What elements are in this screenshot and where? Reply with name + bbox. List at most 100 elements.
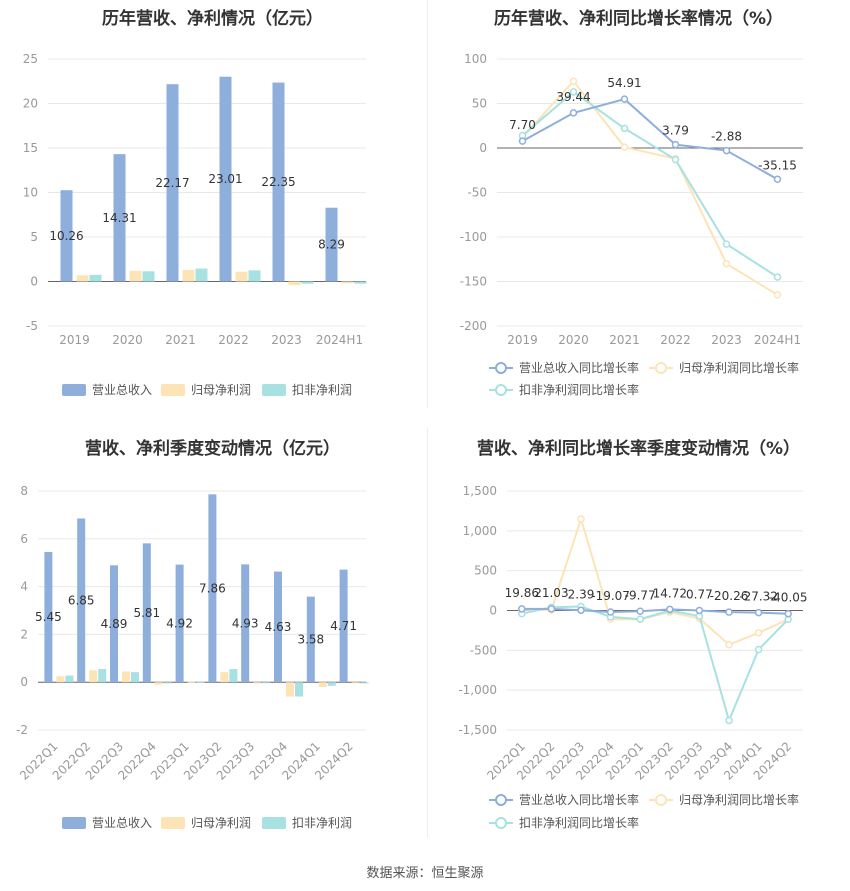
bar-data-label: 22.17 (155, 176, 189, 190)
y-tick-label: -500 (470, 643, 497, 657)
bar (295, 682, 303, 697)
x-tick-label: 2020 (558, 333, 589, 347)
bar (253, 682, 262, 684)
series-point (773, 291, 782, 299)
legend-label: 归母净利润同比增长率 (679, 792, 799, 807)
bar (208, 494, 217, 683)
bar (98, 669, 107, 683)
series-point (636, 615, 644, 624)
bar (360, 682, 369, 684)
bar (110, 565, 118, 683)
x-tick-label: 2022 (218, 333, 249, 347)
series-point (725, 608, 733, 616)
bar (77, 518, 86, 683)
legend-swatch (62, 817, 86, 829)
bar (354, 281, 367, 284)
series-point (695, 606, 704, 615)
bar (129, 270, 142, 282)
line-data-label: 14.72 (653, 586, 687, 600)
annual-values-chart: 历年营收、净利情况（亿元） -5 0 5 10 15 20 25 10.26 14.31 22.1… (0, 0, 425, 410)
series-point (518, 605, 526, 613)
legend-marker (495, 362, 507, 374)
quarterly-values-plot: -2 0 2 4 6 8 5.45 6.85 4.89 5.81 4.92 7.86 4.93 4.63 3… (16, 484, 369, 830)
series-point (620, 95, 629, 103)
series-point (725, 641, 733, 649)
series-point (754, 608, 763, 617)
legend-label: 营业总收入同比增长率 (519, 792, 639, 807)
series-point (569, 109, 578, 117)
y-tick-label: 50 (472, 97, 487, 111)
line-data-label: -2.88 (711, 130, 742, 144)
vertical-divider (427, 0, 428, 408)
line-data-label: 0.77 (686, 587, 713, 601)
series-line (521, 79, 779, 296)
legend-label: 营业总收入同比增长率 (519, 360, 639, 375)
legend-swatch (161, 817, 185, 829)
y-tick-label: 2 (20, 627, 28, 641)
series-point (671, 140, 680, 149)
x-tick-label: 2023 (711, 333, 742, 347)
x-tick-label: 2021 (609, 333, 640, 347)
bar (131, 672, 139, 683)
legend-label: 归母净利润 (191, 383, 251, 397)
bar-data-label: 5.45 (35, 610, 62, 624)
bar-data-label: 14.31 (102, 211, 136, 225)
bar (327, 682, 336, 686)
bar (339, 569, 348, 683)
bar (44, 551, 53, 683)
bar (274, 571, 282, 683)
quarterly-values-chart: 营收、净利季度变动情况（亿元） -2 0 2 4 6 8 5.45 6.85 4.89 5.81 4… (0, 425, 425, 850)
bar-data-label: 7.86 (199, 581, 226, 595)
bar (219, 76, 232, 282)
x-tick-label: 2020 (112, 333, 143, 347)
y-tick-label: -200 (460, 319, 487, 333)
bar-data-label: 4.63 (265, 620, 292, 634)
y-tick-label: 0 (20, 675, 28, 689)
series-point (754, 645, 763, 654)
legend-marker (655, 362, 667, 374)
line-data-label: 19.86 (505, 586, 539, 600)
y-tick-label: 100 (464, 52, 487, 66)
series-point (547, 605, 556, 613)
bar (142, 543, 151, 683)
y-tick-label: -50 (467, 186, 487, 200)
bar (286, 682, 294, 697)
series-point (577, 515, 585, 523)
bar (306, 596, 315, 683)
x-tick-label: 2022 (660, 333, 691, 347)
series-point (722, 240, 731, 248)
chart-title: 营收、净利季度变动情况（亿元） (85, 439, 340, 459)
line-data-label: 54.91 (607, 76, 641, 90)
legend-label: 归母净利润 (191, 816, 251, 830)
line-data-label: -27.32 (739, 590, 778, 604)
line-data-label: 21.03 (534, 586, 568, 600)
y-tick-label: -1,500 (458, 723, 497, 737)
bar (241, 564, 250, 683)
bar (166, 84, 179, 282)
bar (187, 681, 196, 683)
bar (60, 190, 73, 282)
series-point (518, 137, 527, 145)
bar (175, 564, 184, 683)
y-tick-label: -1,000 (458, 683, 497, 697)
bar (325, 207, 338, 282)
bar (163, 682, 172, 684)
bar (318, 682, 327, 687)
x-tick-label: 2023 (271, 333, 302, 347)
series-point (671, 155, 680, 164)
bar (229, 669, 238, 683)
legend-label: 扣非净利润同比增长率 (519, 815, 639, 830)
legend-swatch (161, 384, 185, 396)
y-tick-label: 4 (20, 580, 28, 594)
series-point (620, 143, 629, 151)
legend-marker (495, 817, 507, 829)
bar (301, 281, 314, 284)
y-tick-label: -150 (460, 275, 487, 289)
y-tick-label: -2 (16, 723, 28, 737)
series-point (577, 606, 585, 615)
y-tick-label: 25 (23, 52, 38, 66)
series-line (521, 90, 779, 278)
line-data-label: 39.44 (556, 90, 590, 104)
annual-growth-plot: -200 -150 -100 -50 0 50 100 7.70 39.44 54.91 3.79 -… (460, 52, 803, 397)
legend-label: 归母净利润同比增长率 (679, 360, 799, 375)
